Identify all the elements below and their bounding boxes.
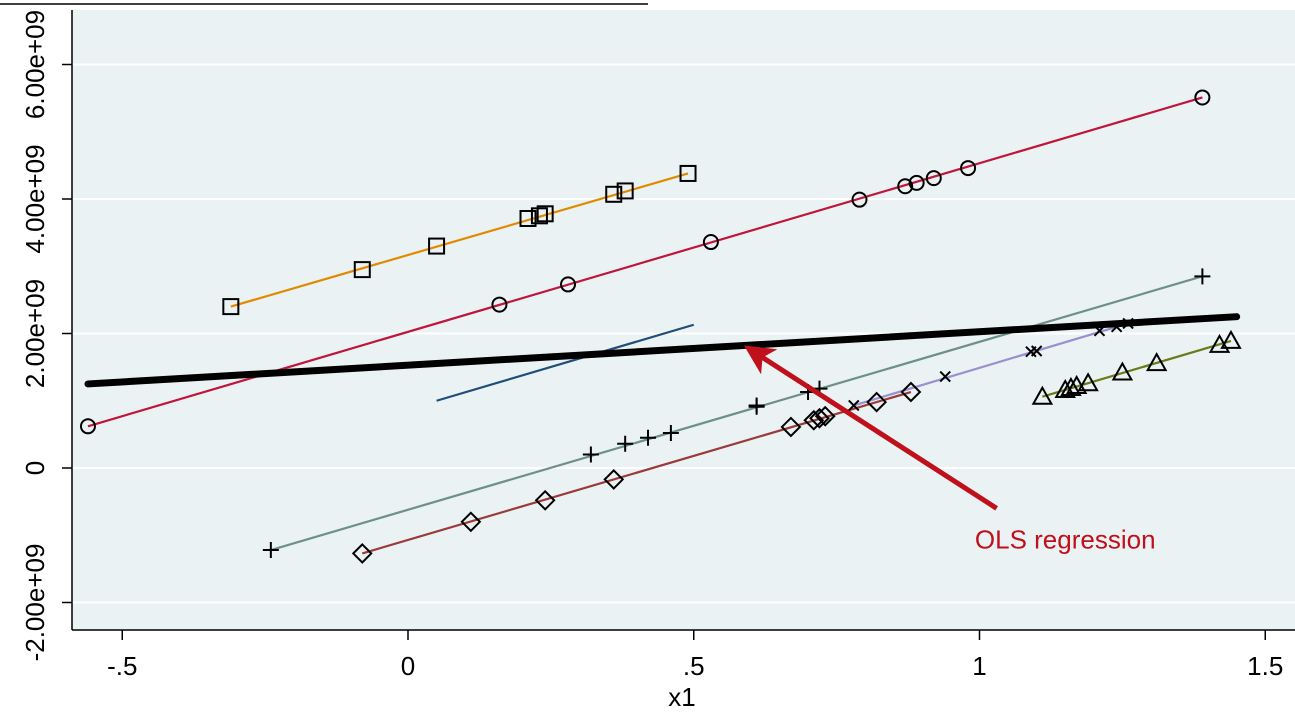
point-s1-1 bbox=[491, 296, 508, 313]
fit-line-2 bbox=[436, 323, 695, 402]
y-tick-label-0: -2.00e+09 bbox=[20, 544, 50, 662]
point-s1-7 bbox=[925, 170, 942, 187]
point-s3-6 bbox=[748, 397, 765, 414]
point-s0-5 bbox=[536, 205, 554, 223]
plot-background bbox=[72, 10, 1295, 630]
point-s4-1 bbox=[460, 511, 482, 533]
point-s0-0 bbox=[222, 298, 240, 316]
y-tick-label-3: 4.00e+09 bbox=[20, 144, 50, 253]
point-s4-3 bbox=[603, 469, 625, 490]
point-s3-0 bbox=[262, 542, 279, 559]
x-tick-label-3: 1 bbox=[972, 651, 986, 681]
annotations: OLS regression bbox=[744, 345, 1156, 555]
point-s5-6 bbox=[1122, 317, 1134, 330]
point-s1-8 bbox=[960, 160, 977, 177]
data-markers bbox=[79, 89, 1242, 564]
point-s4-6 bbox=[809, 407, 830, 429]
x-tick-label-4: 1.5 bbox=[1247, 651, 1283, 681]
point-s3-2 bbox=[617, 435, 634, 452]
point-s4-9 bbox=[900, 381, 922, 403]
ols-line-group bbox=[84, 313, 1241, 388]
point-s5-4 bbox=[1093, 325, 1106, 337]
point-s4-4 bbox=[780, 416, 802, 438]
axes: -.5 0 .5 1 1.5 -2.00e+09 0 2.00e+09 4.00e+09 6.00… bbox=[20, 10, 1295, 681]
point-s3-9 bbox=[1194, 268, 1211, 285]
point-s4-7 bbox=[814, 405, 836, 427]
y-tick-label-2: 2.00e+09 bbox=[20, 279, 50, 388]
point-s6-0 bbox=[1031, 385, 1054, 405]
fit-line-6 bbox=[1042, 339, 1232, 398]
point-s1-6 bbox=[908, 174, 925, 191]
grid bbox=[72, 63, 1295, 604]
point-s0-7 bbox=[616, 182, 634, 200]
point-s0-6 bbox=[605, 185, 623, 203]
point-s4-2 bbox=[534, 489, 556, 511]
point-s4-8 bbox=[866, 391, 888, 413]
point-s6-4 bbox=[1077, 372, 1099, 392]
point-s3-4 bbox=[662, 425, 679, 442]
point-s6-6 bbox=[1145, 352, 1168, 372]
point-s0-4 bbox=[530, 207, 548, 225]
point-s6-5 bbox=[1111, 361, 1134, 381]
point-s1-2 bbox=[560, 276, 577, 293]
y-tick-label-4: 6.00e+09 bbox=[20, 10, 50, 119]
point-s6-2 bbox=[1060, 376, 1082, 396]
x-tick-label-1: 0 bbox=[401, 651, 415, 681]
point-s1-0 bbox=[79, 418, 96, 435]
annotation-text-0: OLS regression bbox=[975, 525, 1156, 555]
point-s0-3 bbox=[519, 210, 537, 228]
fit-line-0 bbox=[230, 172, 689, 308]
point-s1-5 bbox=[897, 178, 914, 195]
point-s5-0 bbox=[848, 399, 860, 412]
point-s3-1 bbox=[582, 446, 599, 463]
y-tick-label-1: 0 bbox=[20, 461, 50, 475]
point-s5-5 bbox=[1110, 321, 1123, 333]
fit-line-3 bbox=[270, 275, 1203, 552]
point-s6-8 bbox=[1220, 329, 1242, 349]
point-s4-0 bbox=[351, 542, 373, 564]
point-s0-2 bbox=[428, 237, 446, 255]
point-s1-3 bbox=[702, 234, 719, 251]
fit-line-5 bbox=[853, 322, 1129, 407]
annotation-arrow-0 bbox=[744, 345, 998, 511]
x-tick-label-2: .5 bbox=[683, 651, 705, 681]
point-s5-1 bbox=[939, 370, 951, 383]
x-axis-label: x1 bbox=[668, 682, 695, 712]
point-s1-4 bbox=[851, 191, 868, 208]
point-s5-3 bbox=[1030, 345, 1043, 357]
point-s1-9 bbox=[1194, 89, 1211, 106]
x-tick-label-0: -.5 bbox=[107, 651, 137, 681]
ols-regression-line bbox=[84, 313, 1241, 388]
point-s0-1 bbox=[353, 261, 371, 279]
point-s3-3 bbox=[640, 429, 657, 446]
point-s0-8 bbox=[679, 164, 697, 182]
point-s4-5 bbox=[803, 409, 825, 431]
